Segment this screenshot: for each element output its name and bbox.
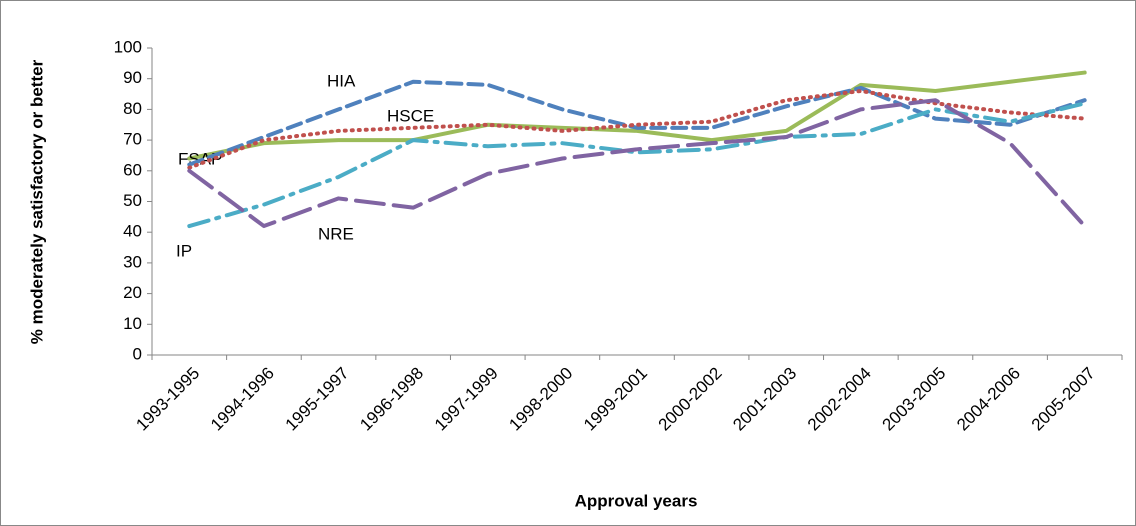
series-label: IP	[176, 241, 192, 260]
x-axis-label: Approval years	[575, 491, 698, 510]
y-tick-label: 50	[123, 191, 142, 210]
series-line	[187, 101, 1087, 229]
y-tick-label: 0	[133, 344, 142, 363]
y-axis-label: % moderately satisfactory or better	[27, 59, 46, 344]
y-tick-label: 90	[123, 68, 142, 87]
series-line	[187, 88, 1087, 170]
y-tick-label: 100	[114, 37, 142, 56]
series-label: NRE	[318, 224, 354, 243]
y-tick-label: 60	[123, 160, 142, 179]
y-tick-label: 40	[123, 222, 142, 241]
series-label: HSCE	[387, 106, 434, 125]
y-tick-label: 30	[123, 252, 142, 271]
series-line	[187, 98, 1087, 229]
y-tick-label: 10	[123, 314, 142, 333]
y-tick-label: 20	[123, 283, 142, 302]
series-line	[187, 79, 1087, 167]
series-label: HIA	[327, 71, 356, 90]
y-tick-label: 70	[123, 130, 142, 149]
series-line	[187, 70, 1087, 161]
y-tick-label: 80	[123, 99, 142, 118]
